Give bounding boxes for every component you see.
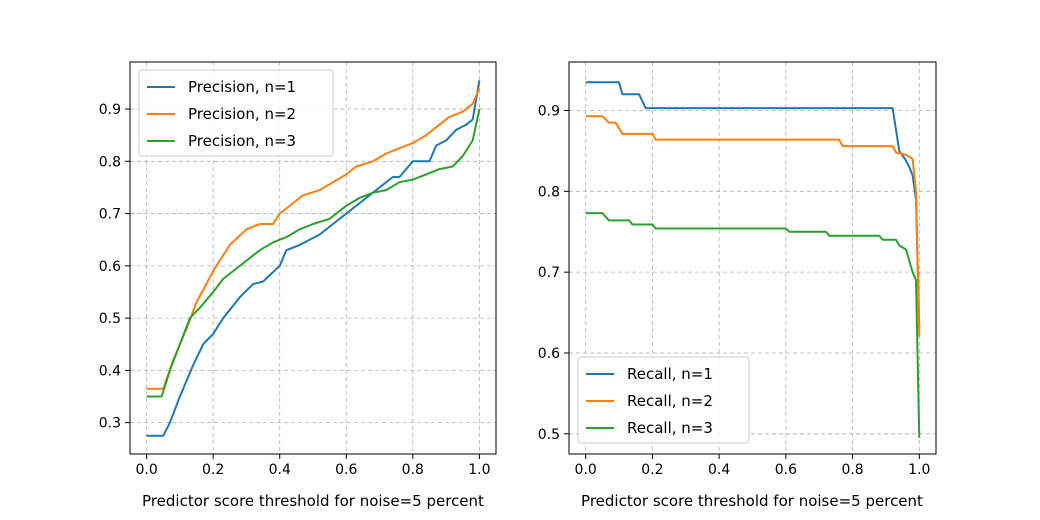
recall-y-tick-label: 0.8 bbox=[538, 184, 560, 200]
precision-y-tick-label: 0.3 bbox=[99, 416, 121, 432]
recall-series-line-n1 bbox=[585, 81, 921, 329]
precision-plot-frame bbox=[129, 61, 497, 455]
precision-legend-label-n2: Precision, n=2 bbox=[188, 105, 296, 123]
recall-y-tick-label: 0.7 bbox=[538, 265, 560, 281]
recall-series-line-n2 bbox=[585, 115, 921, 337]
recall-ticks: 0.0 0.2 0.4 0.6 0.8 1.0 0.5 0.6 0.7 0.8 0.9 bbox=[538, 103, 931, 478]
precision-legend-label-n1: Precision, n=1 bbox=[188, 78, 296, 96]
precision-legend-label-n3: Precision, n=3 bbox=[188, 132, 296, 150]
recall-x-tick-label: 0.0 bbox=[575, 462, 597, 478]
precision-y-tick-label: 0.4 bbox=[99, 363, 121, 379]
precision-legend-box bbox=[138, 69, 334, 157]
recall-x-tick-label: 0.8 bbox=[841, 462, 863, 478]
precision-y-tick-label: 0.6 bbox=[99, 259, 121, 275]
recall-y-tick-label: 0.5 bbox=[538, 427, 560, 443]
precision-panel: 0.0 0.2 0.4 0.6 0.8 1.00.30.40.50.60.70.80.9 … bbox=[99, 61, 497, 510]
precision-series-group bbox=[146, 80, 481, 437]
precision-y-tick-label: 0.8 bbox=[99, 154, 121, 170]
precision-y-tick-label: 0.5 bbox=[99, 311, 121, 327]
recall-x-tick-label: 0.6 bbox=[775, 462, 797, 478]
precision-x-tick-label: 0.6 bbox=[335, 462, 357, 478]
recall-x-tick-label: 1.0 bbox=[908, 462, 930, 478]
recall-x-tick-label: 0.2 bbox=[641, 462, 663, 478]
recall-plot-frame bbox=[568, 61, 937, 455]
precision-x-tick-label: 0.8 bbox=[402, 462, 424, 478]
recall-series-line-n3 bbox=[585, 212, 921, 438]
precision-series-line-n1 bbox=[146, 80, 481, 437]
precision-x-tick-label: 0.0 bbox=[136, 462, 158, 478]
recall-legend-box bbox=[577, 356, 750, 444]
precision-x-tick-label: 1.0 bbox=[468, 462, 490, 478]
precision-y-tick-label: 0.7 bbox=[99, 207, 121, 223]
recall-legend-label-n3: Recall, n=3 bbox=[627, 419, 713, 437]
precision-x-tick-label: 0.4 bbox=[269, 462, 291, 478]
precision-y-tick-label: 0.9 bbox=[99, 102, 121, 118]
recall-legend-label-n1: Recall, n=1 bbox=[627, 365, 713, 383]
recall-x-tick-label: 0.4 bbox=[708, 462, 730, 478]
precision-x-tick-label: 0.2 bbox=[202, 462, 224, 478]
recall-series-group bbox=[585, 81, 921, 438]
precision-x-axis-label: Predictor score threshold for noise=5 pe… bbox=[142, 492, 484, 510]
recall-panel: 0.0 0.2 0.4 0.6 0.8 1.0 0.5 0.6 0.7 0.8 0.9 Predic… bbox=[538, 61, 937, 510]
precision-series-line-n2 bbox=[146, 87, 481, 390]
recall-y-tick-label: 0.9 bbox=[538, 103, 560, 119]
precision-series-line-n3 bbox=[146, 108, 481, 398]
recall-grid bbox=[569, 62, 936, 454]
precision-legend: Precision, n=1 Precision, n=2 Precision, n… bbox=[138, 69, 334, 157]
recall-legend-label-n2: Recall, n=2 bbox=[627, 392, 713, 410]
recall-legend: Recall, n=1 Recall, n=2 Recall, n=3 bbox=[577, 356, 750, 444]
recall-x-axis-label: Predictor score threshold for noise=5 pe… bbox=[581, 492, 923, 510]
recall-y-tick-label: 0.6 bbox=[538, 346, 560, 362]
precision-ticks: 0.0 0.2 0.4 0.6 0.8 1.0 0.3 0.4 0.5 0.6 0.7 0.8 0.9 bbox=[99, 102, 491, 478]
